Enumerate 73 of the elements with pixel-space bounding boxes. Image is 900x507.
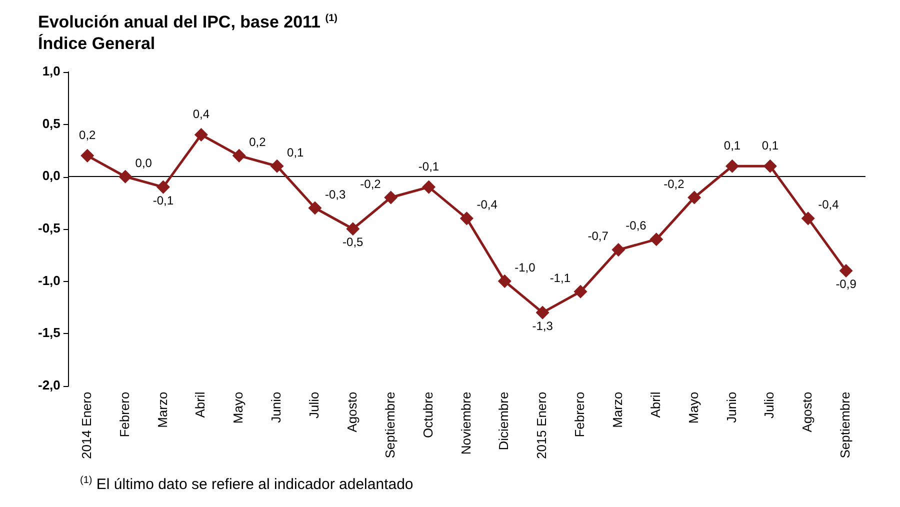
x-tick-label: Diciembre	[496, 392, 512, 450]
data-label: -1,0	[514, 260, 536, 274]
data-label: 0,2	[249, 134, 266, 149]
x-tick-label: Abril	[648, 392, 663, 418]
data-label: 0,1	[724, 138, 741, 152]
data-label: -1,1	[550, 270, 571, 285]
x-tick-label: Agosto	[344, 392, 360, 432]
y-tick-label: 0,0	[42, 168, 60, 184]
point	[346, 222, 360, 236]
x-tick-label: Noviembre	[458, 392, 474, 455]
data-label: -0,4	[476, 198, 498, 212]
point	[460, 212, 473, 225]
data-label: -1,3	[532, 318, 554, 333]
x-tick-label: Julio	[762, 392, 777, 419]
data-label: 0,1	[287, 145, 304, 160]
chart-title: Evolución anual del IPC, base 2011 $^{(1)}$	[38, 12, 338, 33]
x-tick-label: Julio	[306, 392, 322, 419]
point	[688, 191, 701, 204]
x-tick-label: Junio	[268, 392, 284, 423]
x-tick-label: Marzo	[154, 392, 170, 428]
point	[574, 285, 587, 298]
data-label: -0,4	[818, 198, 840, 212]
x-tick-label: Mayo	[686, 392, 701, 424]
x-tick-label: Agosto	[800, 392, 815, 432]
point	[384, 191, 398, 204]
chart-subtitle: Índice General	[38, 32, 156, 54]
data-label: -0,1	[152, 193, 174, 208]
text: $^{(1)}$ El último dato se refiere al indicador adelantado	[80, 475, 414, 493]
x-tick-label: Abril	[192, 392, 208, 418]
x-tick-label: 2014 Enero	[78, 392, 94, 460]
point	[840, 264, 852, 277]
point	[270, 160, 284, 172]
data-label: -0,7	[588, 229, 609, 244]
data-label: 0,4	[192, 107, 210, 122]
x-tick-label: 2015 Enero	[534, 392, 550, 460]
data-label: -0,2	[664, 176, 685, 191]
x-tick-label: Septiembre	[838, 392, 853, 458]
x-tick-label: Septiembre	[382, 392, 398, 458]
x-tick-label: Junio	[724, 392, 739, 423]
point	[156, 180, 170, 194]
y-tick-label: -2,0	[38, 377, 60, 392]
data-label: 0,0	[135, 156, 152, 170]
data-label: -0,2	[360, 176, 382, 191]
y-tick-label: -1,5	[38, 325, 60, 340]
point	[764, 160, 776, 172]
y-tick-label: -0,5	[38, 220, 60, 236]
x-tick-label: Octubre	[420, 392, 436, 438]
data-label: 0,1	[762, 138, 779, 152]
y-tick-label: -1,0	[38, 272, 60, 288]
point	[81, 149, 94, 162]
point	[119, 170, 132, 183]
point	[232, 149, 246, 162]
point	[802, 212, 814, 225]
point	[194, 128, 208, 142]
y-tick-label: 1,0	[42, 64, 60, 79]
data-label: -0,6	[626, 218, 647, 233]
point	[650, 233, 663, 246]
point	[536, 306, 549, 319]
data-label: -0,1	[418, 159, 440, 174]
point	[612, 244, 625, 256]
point	[498, 274, 511, 288]
point	[726, 160, 738, 172]
x-tick-label: Mayo	[230, 392, 246, 424]
data-label: 0,2	[79, 128, 96, 142]
y-tick-label: 0,5	[42, 116, 60, 131]
data-label: -0,9	[836, 277, 857, 292]
data-label: -0,5	[342, 235, 364, 250]
x-tick-label: Febrero	[116, 392, 132, 438]
point	[308, 202, 322, 214]
point	[422, 180, 436, 194]
x-tick-label: Febrero	[572, 392, 588, 438]
x-tick-label: Marzo	[610, 392, 626, 428]
data-label: -0,3	[324, 187, 346, 202]
